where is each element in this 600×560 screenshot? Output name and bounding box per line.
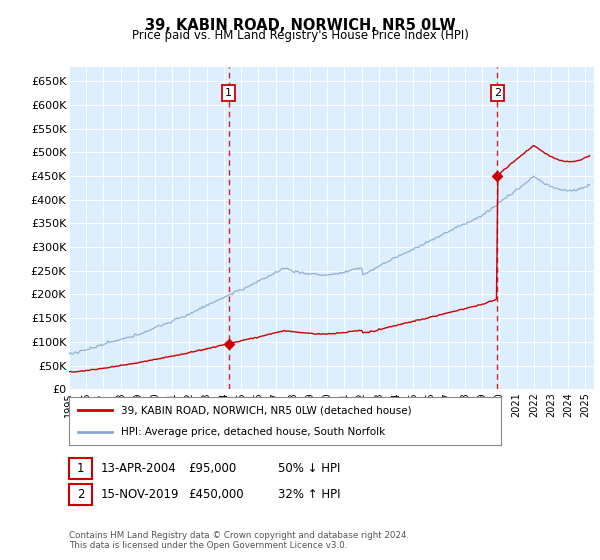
Text: 39, KABIN ROAD, NORWICH, NR5 0LW: 39, KABIN ROAD, NORWICH, NR5 0LW [145, 18, 455, 33]
Text: 50% ↓ HPI: 50% ↓ HPI [278, 462, 340, 475]
Text: HPI: Average price, detached house, South Norfolk: HPI: Average price, detached house, Sout… [121, 427, 385, 437]
Text: 1: 1 [225, 88, 232, 98]
Text: 1: 1 [77, 462, 84, 475]
Text: Contains HM Land Registry data © Crown copyright and database right 2024.
This d: Contains HM Land Registry data © Crown c… [69, 531, 409, 550]
Text: 32% ↑ HPI: 32% ↑ HPI [278, 488, 340, 501]
Text: 15-NOV-2019: 15-NOV-2019 [101, 488, 179, 501]
Text: 13-APR-2004: 13-APR-2004 [101, 462, 176, 475]
Text: £95,000: £95,000 [188, 462, 236, 475]
Text: 2: 2 [77, 488, 84, 501]
Text: £450,000: £450,000 [188, 488, 244, 501]
Text: 2: 2 [494, 88, 501, 98]
Text: 39, KABIN ROAD, NORWICH, NR5 0LW (detached house): 39, KABIN ROAD, NORWICH, NR5 0LW (detach… [121, 405, 412, 415]
Text: Price paid vs. HM Land Registry's House Price Index (HPI): Price paid vs. HM Land Registry's House … [131, 29, 469, 42]
